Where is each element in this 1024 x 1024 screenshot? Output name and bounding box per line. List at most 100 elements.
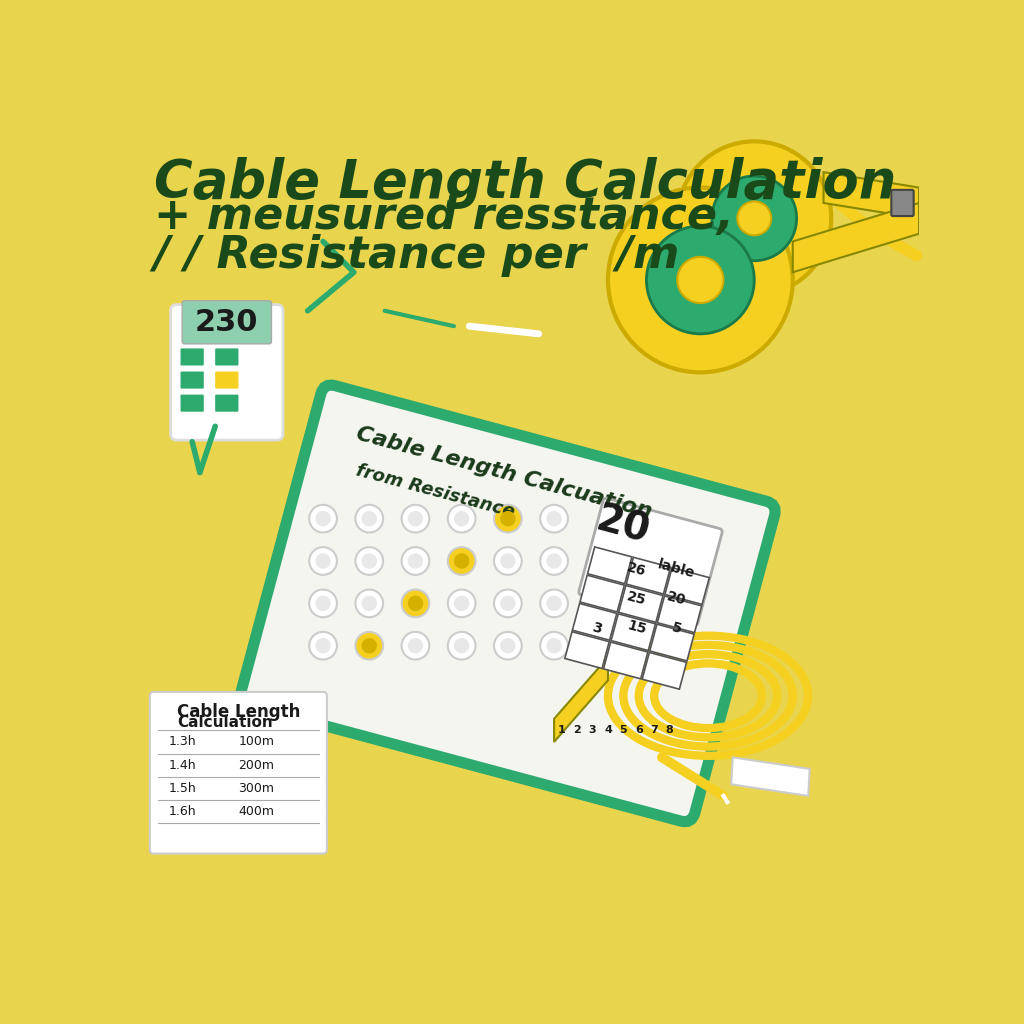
Bar xyxy=(572,603,616,640)
FancyBboxPatch shape xyxy=(214,394,240,413)
Text: 1: 1 xyxy=(558,725,565,735)
Text: 230: 230 xyxy=(195,308,258,337)
Circle shape xyxy=(355,590,383,617)
Bar xyxy=(657,596,701,633)
Circle shape xyxy=(500,596,515,611)
FancyBboxPatch shape xyxy=(150,692,327,854)
Circle shape xyxy=(315,596,331,611)
Circle shape xyxy=(494,590,521,617)
Text: 300m: 300m xyxy=(239,781,274,795)
Circle shape xyxy=(401,505,429,532)
Bar xyxy=(580,575,625,612)
Text: 25: 25 xyxy=(626,590,647,608)
Text: + meusured resstance,: + meusured resstance, xyxy=(154,196,733,239)
Text: Calculation: Calculation xyxy=(177,715,272,730)
Circle shape xyxy=(712,176,797,261)
Polygon shape xyxy=(823,172,920,218)
Text: Cable Length Calculation: Cable Length Calculation xyxy=(154,157,896,209)
Text: 100m: 100m xyxy=(239,735,274,749)
Circle shape xyxy=(500,511,515,526)
Circle shape xyxy=(454,596,469,611)
Circle shape xyxy=(361,638,377,653)
Circle shape xyxy=(541,590,568,617)
Text: 15: 15 xyxy=(626,618,647,637)
Circle shape xyxy=(361,596,377,611)
FancyBboxPatch shape xyxy=(214,348,240,367)
Circle shape xyxy=(547,596,562,611)
Circle shape xyxy=(408,553,423,568)
FancyBboxPatch shape xyxy=(180,348,205,367)
Bar xyxy=(603,642,648,679)
Circle shape xyxy=(447,505,475,532)
Text: 20: 20 xyxy=(666,590,688,608)
Text: 7: 7 xyxy=(650,725,658,735)
Text: 1.4h: 1.4h xyxy=(169,759,197,771)
Text: 400m: 400m xyxy=(239,805,274,818)
Text: 8: 8 xyxy=(666,725,674,735)
Bar xyxy=(565,632,609,669)
Polygon shape xyxy=(554,657,608,742)
Circle shape xyxy=(541,632,568,659)
Circle shape xyxy=(401,547,429,574)
Bar xyxy=(627,557,671,594)
Text: 1.3h: 1.3h xyxy=(169,735,197,749)
Polygon shape xyxy=(793,203,920,272)
Bar xyxy=(665,567,710,604)
Polygon shape xyxy=(731,758,810,796)
FancyBboxPatch shape xyxy=(180,371,205,389)
Circle shape xyxy=(315,553,331,568)
Circle shape xyxy=(454,511,469,526)
Text: / / Resistance per  /m: / / Resistance per /m xyxy=(154,233,680,276)
Circle shape xyxy=(408,511,423,526)
FancyBboxPatch shape xyxy=(891,189,913,216)
Text: Cable Length: Cable Length xyxy=(177,703,300,722)
FancyBboxPatch shape xyxy=(579,499,722,626)
Text: from Resistance: from Resistance xyxy=(354,462,516,521)
Text: 26: 26 xyxy=(626,560,647,579)
FancyBboxPatch shape xyxy=(241,385,775,821)
Circle shape xyxy=(355,547,383,574)
Circle shape xyxy=(355,505,383,532)
Circle shape xyxy=(500,638,515,653)
Circle shape xyxy=(315,638,331,653)
Text: 5: 5 xyxy=(670,620,683,636)
Text: 2: 2 xyxy=(573,725,581,735)
Circle shape xyxy=(454,553,469,568)
Bar xyxy=(642,652,686,689)
Text: lable: lable xyxy=(656,558,696,582)
Text: 200m: 200m xyxy=(239,759,274,771)
Text: 3: 3 xyxy=(590,620,603,636)
Circle shape xyxy=(494,547,521,574)
Circle shape xyxy=(494,632,521,659)
Bar xyxy=(588,547,632,584)
Circle shape xyxy=(401,632,429,659)
Text: Cable Length Calcuation: Cable Length Calcuation xyxy=(354,423,654,521)
Circle shape xyxy=(447,547,475,574)
Circle shape xyxy=(447,632,475,659)
Circle shape xyxy=(677,141,831,295)
Text: 1.5h: 1.5h xyxy=(169,781,197,795)
Circle shape xyxy=(355,632,383,659)
Circle shape xyxy=(315,511,331,526)
Circle shape xyxy=(541,505,568,532)
Circle shape xyxy=(361,511,377,526)
Bar xyxy=(611,613,655,650)
Circle shape xyxy=(646,226,755,334)
Text: 4: 4 xyxy=(604,725,612,735)
Text: 5: 5 xyxy=(620,725,627,735)
Circle shape xyxy=(547,553,562,568)
Text: 1.6h: 1.6h xyxy=(169,805,197,818)
FancyBboxPatch shape xyxy=(180,394,205,413)
Bar xyxy=(650,625,694,660)
Circle shape xyxy=(309,505,337,532)
FancyBboxPatch shape xyxy=(171,304,283,440)
Circle shape xyxy=(677,257,724,303)
Circle shape xyxy=(608,187,793,373)
Circle shape xyxy=(500,553,515,568)
Circle shape xyxy=(309,632,337,659)
Text: 3: 3 xyxy=(589,725,596,735)
Circle shape xyxy=(309,590,337,617)
Circle shape xyxy=(408,638,423,653)
Text: 6: 6 xyxy=(635,725,643,735)
Circle shape xyxy=(547,638,562,653)
